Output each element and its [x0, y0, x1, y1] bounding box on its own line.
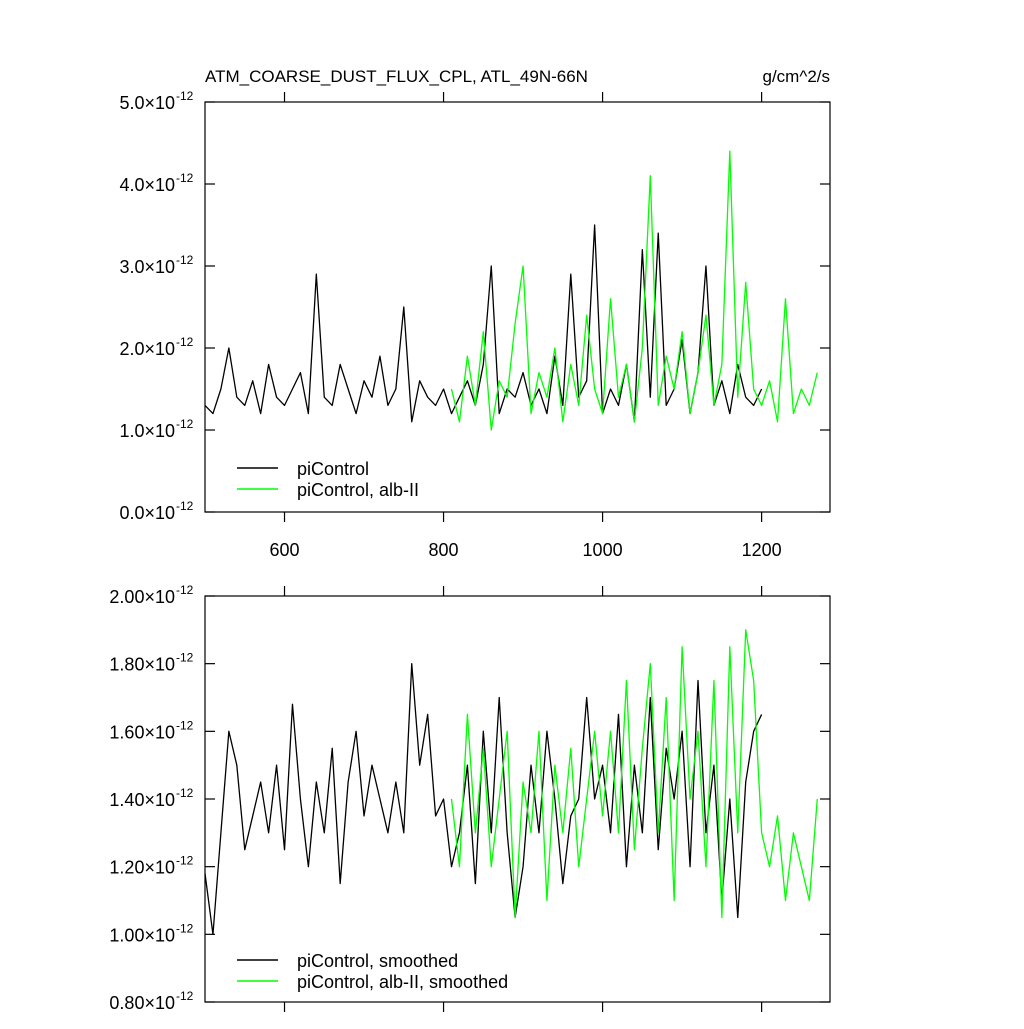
- y-tick-mantissa: 2.0×10: [119, 339, 175, 359]
- y-tick-label: 1.80×10-12: [109, 651, 193, 675]
- y-tick-label: 1.40×10-12: [109, 786, 193, 810]
- y-tick-label: 1.20×10-12: [109, 854, 193, 878]
- y-tick-exponent: -12: [176, 417, 194, 431]
- y-tick-mantissa: 1.0×10: [119, 421, 175, 441]
- y-tick-label: 2.0×10-12: [119, 335, 193, 359]
- y-tick-mantissa: 1.00×10: [109, 925, 175, 945]
- y-tick-mantissa: 1.40×10: [109, 790, 175, 810]
- legend-label: piControl, alb-II: [297, 480, 419, 500]
- legend-label: piControl, smoothed: [297, 951, 458, 971]
- data-line: [204, 663, 763, 935]
- y-tick-exponent: -12: [176, 718, 194, 732]
- y-tick-exponent: -12: [176, 583, 194, 597]
- y-tick-mantissa: 0.80×10: [109, 993, 175, 1013]
- units-label: g/cm^2/s: [763, 67, 831, 86]
- y-tick-label: 1.0×10-12: [119, 417, 193, 441]
- y-tick-exponent: -12: [176, 651, 194, 665]
- data-line: [204, 224, 763, 423]
- x-tick-label: 600: [269, 540, 299, 560]
- x-tick-label: 1000: [583, 540, 623, 560]
- y-tick-exponent: -12: [176, 786, 194, 800]
- x-tick-label: 1200: [742, 540, 782, 560]
- y-tick-exponent: -12: [176, 854, 194, 868]
- y-tick-label: 1.00×10-12: [109, 921, 193, 945]
- y-tick-mantissa: 3.0×10: [119, 257, 175, 277]
- plot-frame: [204, 101, 831, 513]
- legend-label: piControl, alb-II, smoothed: [297, 972, 508, 992]
- y-tick-exponent: -12: [176, 499, 194, 513]
- data-line: [450, 150, 818, 431]
- y-tick-exponent: -12: [176, 89, 194, 103]
- y-tick-label: 1.60×10-12: [109, 718, 193, 742]
- y-tick-mantissa: 0.0×10: [119, 503, 175, 523]
- y-tick-label: 0.80×10-12: [109, 989, 193, 1013]
- y-tick-mantissa: 2.00×10: [109, 587, 175, 607]
- legend-label: piControl: [297, 459, 369, 479]
- y-tick-label: 0.0×10-12: [119, 499, 193, 523]
- y-tick-label: 4.0×10-12: [119, 171, 193, 195]
- y-tick-label: 3.0×10-12: [119, 253, 193, 277]
- data-line: [450, 629, 818, 919]
- chart-title: ATM_COARSE_DUST_FLUX_CPL, ATL_49N-66N: [205, 67, 588, 86]
- y-tick-exponent: -12: [176, 921, 194, 935]
- x-tick-label: 800: [429, 540, 459, 560]
- y-tick-mantissa: 1.60×10: [109, 722, 175, 742]
- y-tick-exponent: -12: [176, 171, 194, 185]
- y-tick-exponent: -12: [176, 335, 194, 349]
- y-tick-mantissa: 5.0×10: [119, 93, 175, 113]
- y-tick-mantissa: 1.20×10: [109, 858, 175, 878]
- y-tick-exponent: -12: [176, 253, 194, 267]
- y-tick-label: 5.0×10-12: [119, 89, 193, 113]
- y-tick-exponent: -12: [176, 989, 194, 1003]
- y-tick-label: 2.00×10-12: [109, 583, 193, 607]
- y-tick-mantissa: 1.80×10: [109, 655, 175, 675]
- y-tick-mantissa: 4.0×10: [119, 175, 175, 195]
